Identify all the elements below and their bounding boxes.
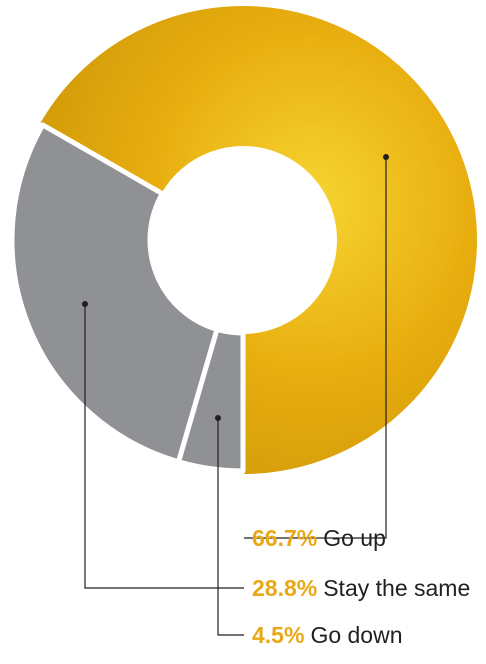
legend-label: Stay the same: [323, 575, 470, 601]
legend-item-go-up: 66.7% Go up: [252, 525, 386, 551]
legend-item-stay-the-same: 28.8% Stay the same: [252, 575, 470, 601]
slice-go-up: [38, 4, 479, 476]
slices-group: [9, 4, 479, 476]
slice-stay-the-same: [9, 122, 220, 465]
legend-label: Go down: [310, 622, 402, 648]
leader-line-stay-the-same: [84, 304, 244, 589]
legend-pct: 4.5%: [252, 622, 304, 648]
legend-item-go-down: 4.5% Go down: [252, 622, 403, 648]
slice-go-down: [176, 326, 246, 474]
legend-pct: 28.8%: [252, 575, 317, 601]
leader-line-go-down: [217, 418, 244, 636]
leader-line-go-up: [244, 157, 387, 539]
leader-lines: [82, 154, 389, 636]
legend-pct: 66.7%: [252, 525, 317, 551]
legend-label: Go up: [323, 525, 386, 551]
